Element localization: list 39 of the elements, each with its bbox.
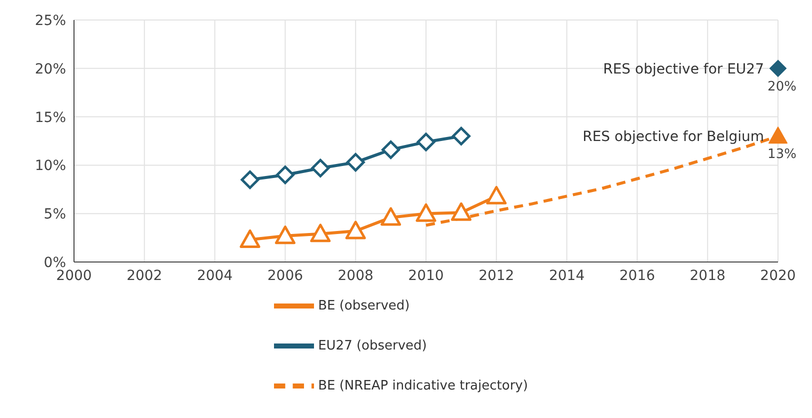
x-tick-label: 2018 [690, 268, 726, 284]
point [382, 140, 400, 159]
point [486, 186, 507, 204]
point [311, 158, 330, 178]
x-tick-label: 2012 [478, 268, 514, 284]
point [452, 126, 470, 146]
x-tick-label: 2008 [338, 268, 374, 284]
legend-label: BE (NREAP indicative trajectory) [318, 378, 528, 394]
point [346, 153, 365, 172]
y-tick-label: 20% [34, 61, 66, 78]
x-tick-label: 2016 [619, 268, 656, 284]
point [276, 166, 294, 184]
point [416, 203, 436, 222]
point [240, 229, 260, 248]
x-tick-label: 2004 [196, 268, 233, 284]
point [310, 224, 331, 242]
y-tick-label: 15% [34, 110, 66, 126]
x-tick-label: 2014 [548, 268, 585, 284]
point [274, 226, 296, 244]
x-tick-label: 2020 [760, 268, 796, 284]
x-tick-label: 2010 [408, 268, 444, 284]
x-tick-label: 2002 [126, 268, 162, 284]
point [770, 60, 786, 77]
data-label: 13% [768, 147, 796, 162]
y-tick-label: 10% [34, 158, 66, 174]
point [450, 202, 472, 221]
point [768, 126, 788, 144]
y-tick-label: 5% [44, 206, 66, 223]
point [380, 207, 402, 226]
x-tick-label: 2006 [267, 268, 304, 284]
legend-label: EU27 (observed) [318, 338, 427, 354]
legend-label: BE (observed) [318, 298, 410, 314]
annotation: RES objective for EU27 [603, 61, 764, 78]
y-tick-label: 25% [34, 12, 66, 29]
data-label: 20% [768, 79, 796, 94]
annotation: RES objective for Belgium [582, 129, 764, 146]
point [345, 220, 366, 240]
point [416, 132, 436, 152]
point [240, 170, 260, 189]
